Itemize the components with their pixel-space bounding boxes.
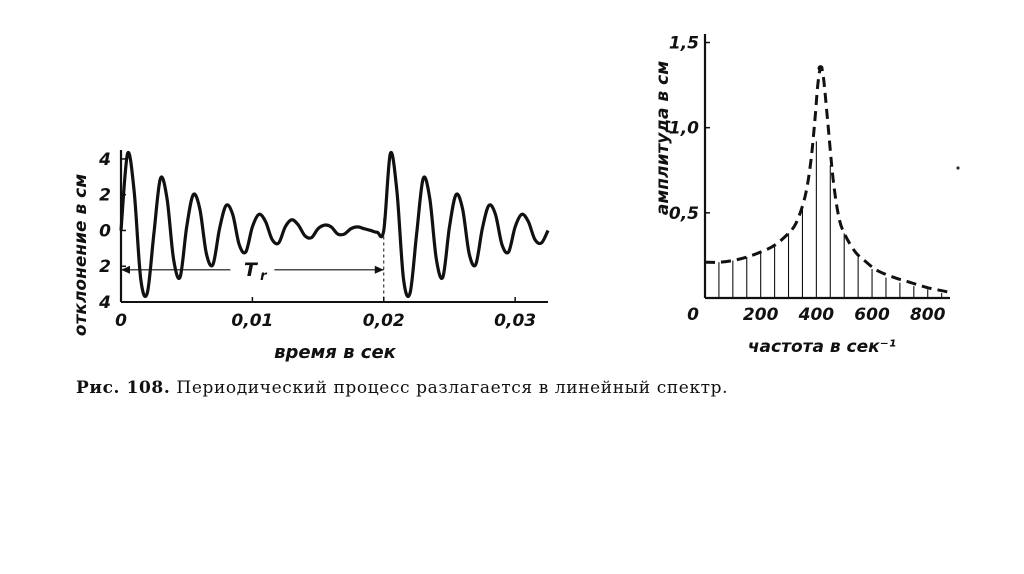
- waveform-ylabel: отклонение в см: [71, 174, 91, 336]
- waveform-ticks: 0 0,01 0,02 0,03 4 2 0 2 4: [98, 150, 536, 331]
- period-label-bg: [230, 253, 275, 278]
- spectrum-xlabel: частота в сек⁻¹: [748, 337, 896, 357]
- spectrum-y-tick-label: 1,5: [669, 34, 699, 54]
- spectrum-x-tick-label: 0: [687, 305, 699, 325]
- waveform-x-tick-label: 0,03: [494, 311, 536, 331]
- caption-label: Рис. 108.: [76, 378, 171, 398]
- waveform-xlabel: время в сек: [274, 342, 397, 363]
- spectrum-axes: [703, 34, 950, 300]
- period-arrow-left: [121, 265, 130, 274]
- waveform-series-line: [119, 150, 550, 298]
- spectrum-ylabel: амплитуда в см: [653, 61, 673, 215]
- waveform-x-tick-label: 0,02: [363, 311, 405, 331]
- caption-text: Периодический процесс разлагается в лине…: [176, 378, 729, 398]
- waveform-x-tick-label: 0,01: [231, 311, 273, 331]
- spectrum-ticks: 0 200 400 600 800 0,5 1,0 1,5: [669, 34, 946, 325]
- spectrum-chart: амплитуда в см частота в сек⁻¹ 0 200 400 60…: [653, 34, 951, 357]
- waveform-y-tick-label: 2: [99, 186, 111, 206]
- waveform-y-tick-label: 4: [98, 293, 111, 313]
- waveform-y-tick-label: 2: [99, 257, 111, 277]
- spectrum-x-tick-label: 200: [743, 305, 779, 325]
- spectrum-x-tick-label: 600: [854, 305, 890, 325]
- period-arrow-right: [374, 265, 384, 274]
- spectrum-peak-dot: [817, 65, 824, 72]
- spectrum-lines: [718, 141, 943, 298]
- spectrum-x-tick-label: 400: [798, 305, 835, 325]
- period-label-subscript: r: [260, 269, 268, 284]
- waveform-y-tick-label: 4: [98, 150, 111, 170]
- spectrum-y-tick-label: 0,5: [669, 204, 699, 224]
- speck-mark: [956, 166, 960, 170]
- waveform-y-tick-label: 0: [99, 221, 111, 241]
- period-label: T: [244, 259, 259, 281]
- figure-caption: Рис. 108. Периодический процесс разлагае…: [76, 378, 976, 398]
- spectrum-x-tick-label: 800: [910, 305, 946, 325]
- waveform-x-tick-label: 0: [115, 311, 127, 331]
- waveform-chart: отклонение в см время в сек 0 0,01 0,02 0,0…: [71, 150, 550, 363]
- spectrum-y-tick-label: 1,0: [669, 119, 699, 139]
- spectrum-envelope: [704, 66, 951, 295]
